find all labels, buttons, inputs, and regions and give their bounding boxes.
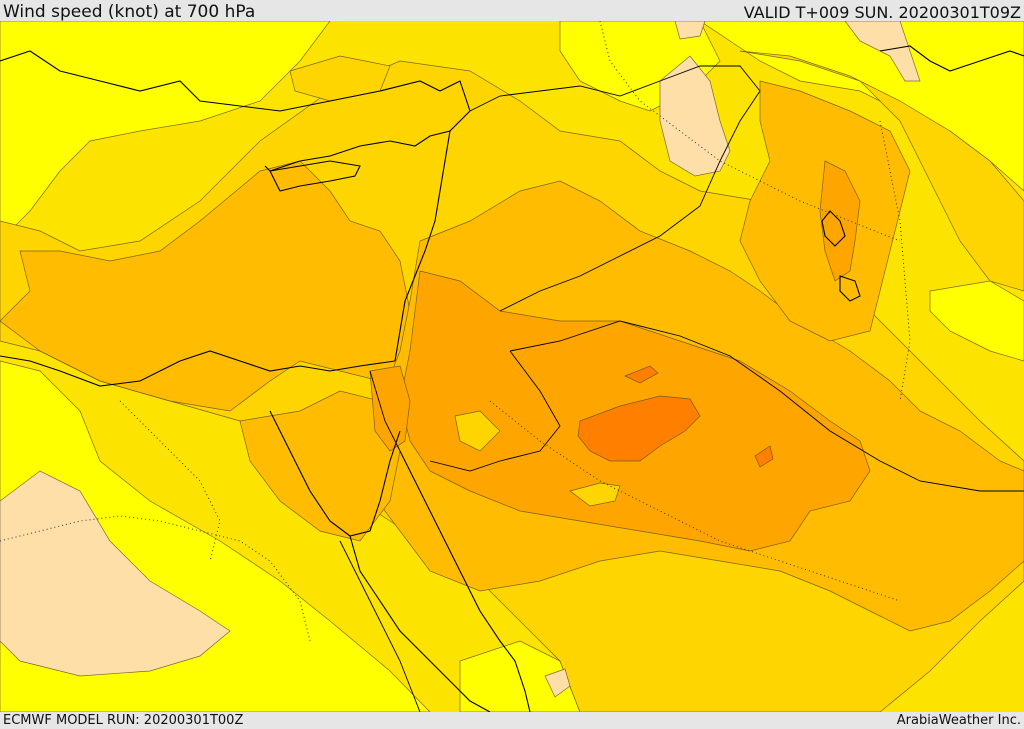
zone-orange-small: [369, 365, 411, 452]
border-syria-iraq: [499, 205, 701, 312]
border-iraq-iran: [699, 90, 761, 207]
coastline-cyprus: [269, 160, 361, 192]
coastline-levant: [394, 130, 451, 362]
zone-dark-orange-small-a: [624, 365, 659, 384]
coastline-egypt-north: [0, 350, 396, 387]
zone-yellow-sinai: [569, 482, 621, 507]
border-jordan: [509, 320, 1024, 492]
coastline-arabia-redsea: [399, 450, 531, 712]
zone-light-orange-east-strip: [739, 50, 1024, 292]
coastline-turkey: [0, 50, 471, 172]
zone-dark-orange-small-b: [754, 445, 774, 468]
border-egypt-sudan: [339, 540, 421, 712]
footer-bar: ECMWF MODEL RUN: 20200301T00Z ArabiaWeat…: [0, 712, 1024, 729]
title-bar: Wind speed (knot) at 700 hPa VALID T+009…: [0, 0, 1024, 22]
wind-speed-map: [0, 21, 1024, 712]
zone-mid-orange-sinai: [239, 390, 401, 542]
zone-pale-libya: [0, 470, 231, 677]
zone-pale-bottomleft: [544, 668, 571, 698]
zone-pale-top: [674, 21, 706, 40]
dotted-boundary-3: [599, 21, 901, 242]
dotted-boundary-5: [879, 120, 911, 402]
coastline-red-sea: [349, 535, 491, 712]
valid-time: VALID T+009 SUN. 20200301T09Z: [743, 3, 1021, 22]
map-canvas: [0, 21, 1024, 712]
coastline-lake: [839, 275, 861, 302]
zone-pale-north: [659, 55, 731, 177]
border-saudi-jordan: [429, 350, 561, 472]
credit: ArabiaWeather Inc.: [896, 713, 1021, 728]
zone-yellow-east: [929, 280, 1024, 362]
border-turkey-syria: [469, 65, 761, 112]
zone-dark-orange-core: [577, 395, 701, 462]
border-egypt-israel: [369, 370, 401, 452]
zone-yellow-egypt: [454, 410, 501, 452]
map-title: Wind speed (knot) at 700 hPa: [3, 2, 256, 22]
dotted-boundary-2: [489, 400, 901, 602]
zone-mid-orange-mediterranean: [0, 160, 411, 412]
coastline-caspian: [821, 210, 846, 247]
model-run: ECMWF MODEL RUN: 20200301T00Z: [3, 713, 244, 728]
coastline-black-sea: [879, 45, 1024, 72]
